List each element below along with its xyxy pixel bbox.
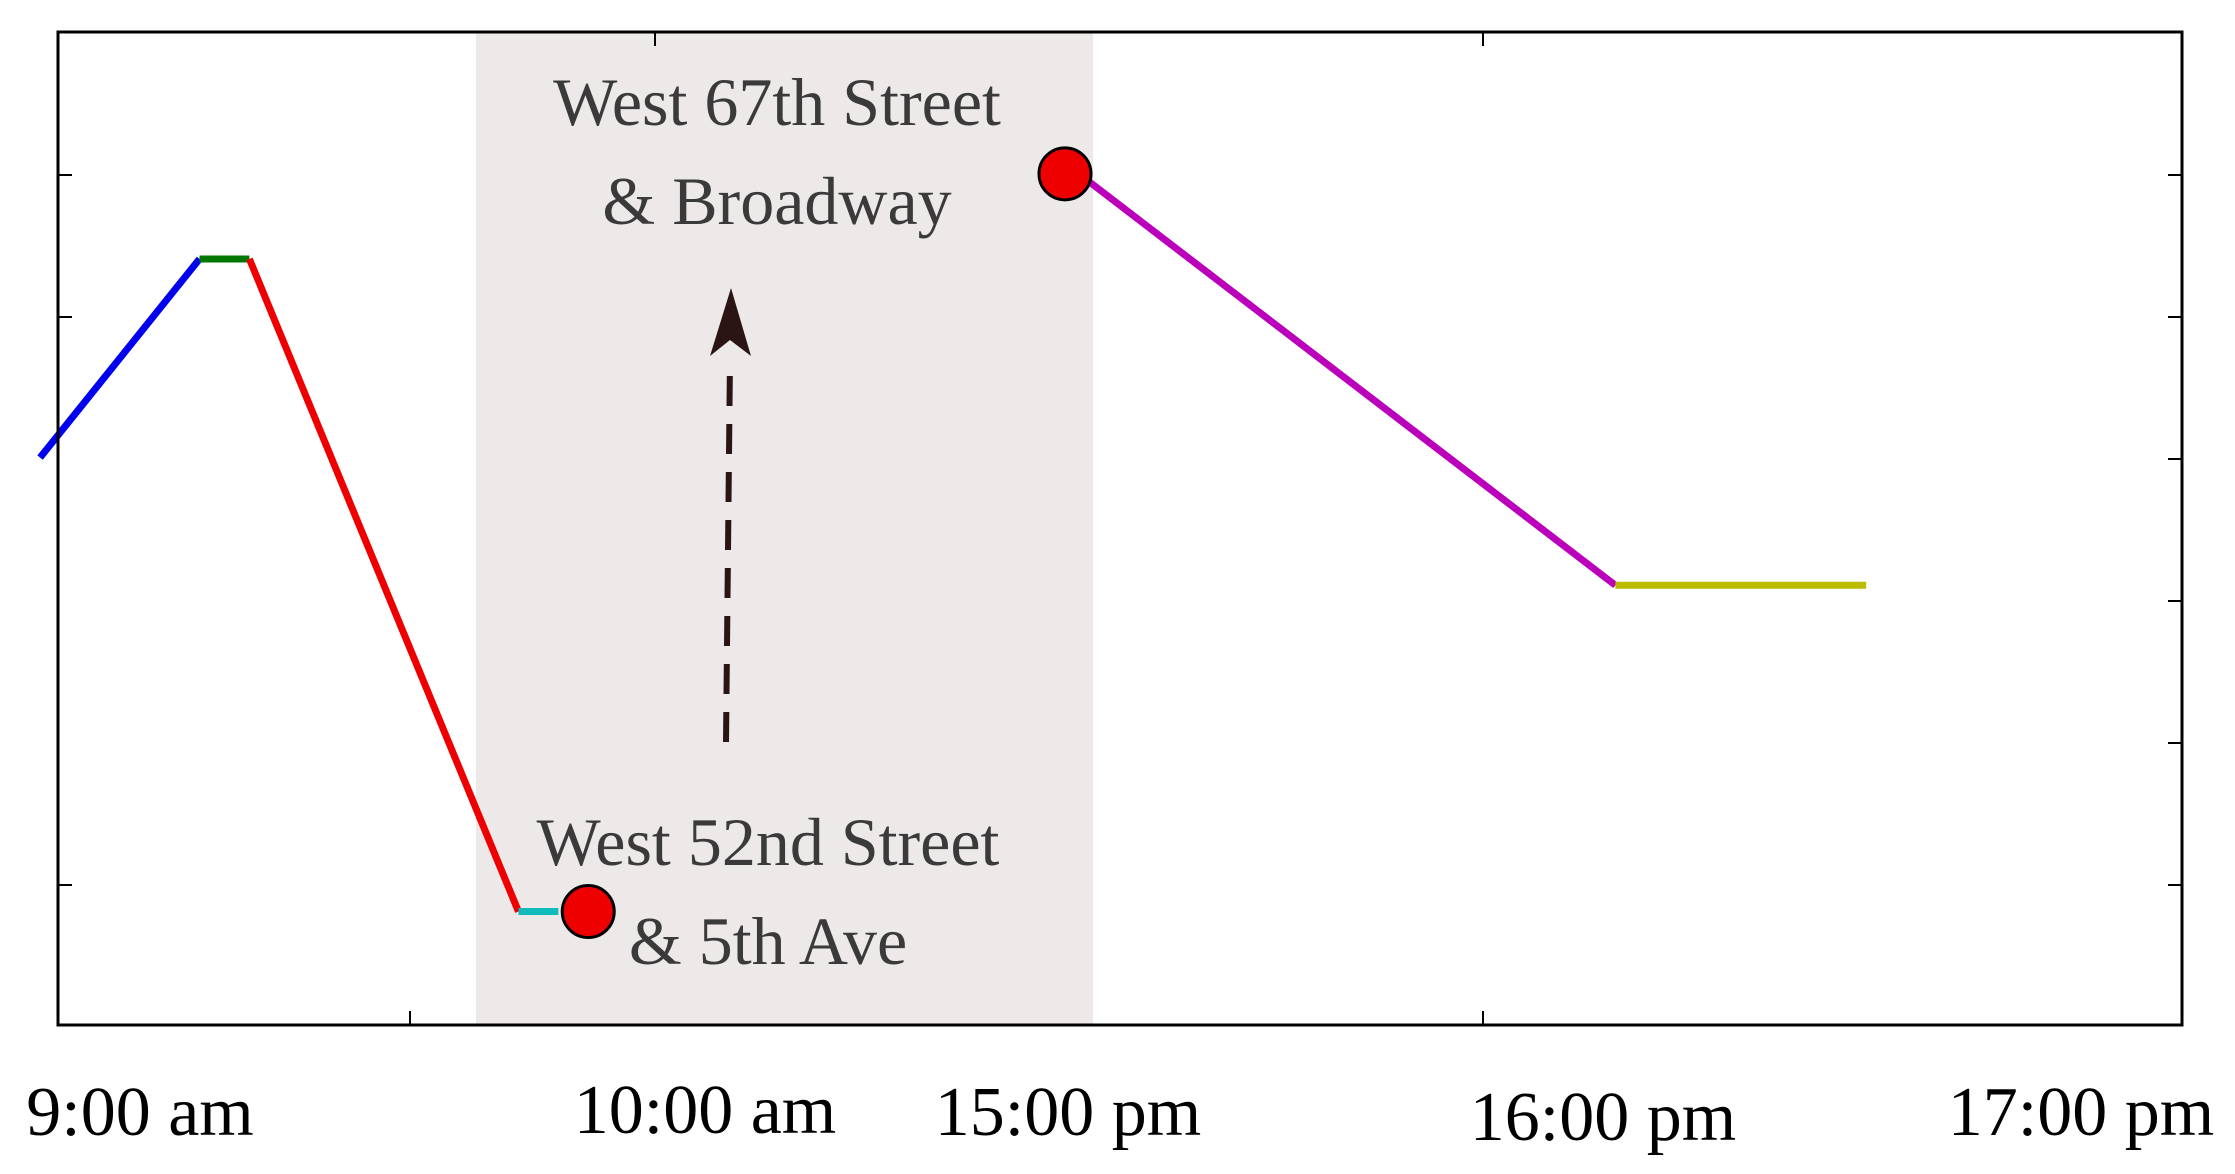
- transition-arrow: [710, 288, 751, 743]
- x-tick-label: 17:00 pm: [1948, 1074, 2214, 1151]
- arrow-shaft: [723, 357, 733, 743]
- shaded-region: [476, 32, 1093, 1025]
- plot-frame: [56, 30, 2184, 1027]
- x-tick-label: 15:00 pm: [935, 1074, 1201, 1151]
- x-tick-label: 9:00 am: [26, 1074, 253, 1151]
- axis-ticks: [58, 32, 2182, 1025]
- annotation-upper-line-2: & Broadway: [602, 163, 951, 239]
- x-tick-label: 16:00 pm: [1470, 1079, 1736, 1156]
- trajectory-segment-1: [37, 256, 203, 460]
- marker-layer: [560, 146, 1093, 940]
- x-tick-label: 10:00 am: [574, 1072, 836, 1149]
- annotation-lower-line-1: West 52nd Street: [537, 804, 1000, 880]
- location-marker-2: [1037, 146, 1093, 202]
- trajectory-segment-5: [1076, 171, 1618, 589]
- annotation-lower-line-2: & 5th Ave: [629, 903, 907, 979]
- series-layer: [37, 171, 1867, 916]
- annotation-upper-line-1: West 67th Street: [553, 64, 1001, 140]
- location-marker-1: [560, 884, 616, 940]
- trajectory-segment-3: [246, 257, 522, 913]
- arrow-head: [710, 288, 751, 356]
